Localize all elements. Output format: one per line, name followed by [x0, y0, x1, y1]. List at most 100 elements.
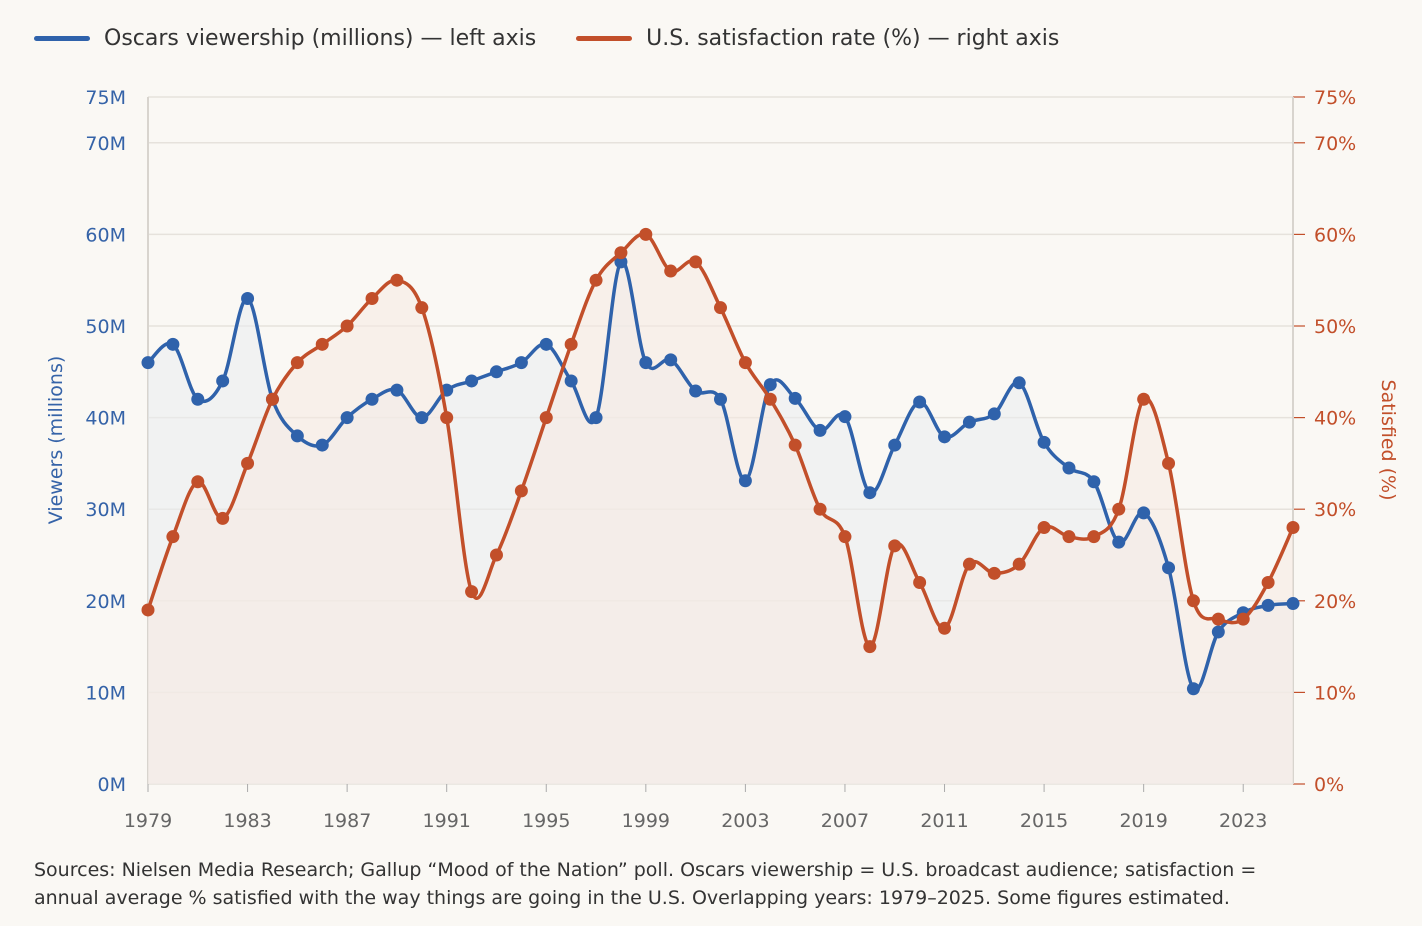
- data-point-satisfaction: [589, 273, 603, 287]
- data-point-viewership: [1137, 506, 1151, 520]
- x-tick-label: 2007: [821, 810, 869, 832]
- data-point-satisfaction: [564, 337, 578, 351]
- data-point-satisfaction: [1286, 521, 1300, 535]
- x-tick-label: 1999: [622, 810, 670, 832]
- x-tick-label: 1983: [223, 810, 271, 832]
- data-point-viewership: [166, 337, 180, 351]
- data-point-satisfaction: [440, 411, 454, 425]
- data-point-satisfaction: [265, 392, 279, 406]
- legend-swatch-blue: [34, 36, 90, 41]
- x-tick-label: 2003: [721, 810, 769, 832]
- left-tick-label: 50M: [85, 316, 126, 338]
- left-axis-title: Viewers (millions): [45, 356, 67, 525]
- legend-label: Oscars viewership (millions) — left axis: [104, 26, 537, 51]
- data-point-viewership: [241, 292, 255, 306]
- data-point-viewership: [763, 378, 777, 392]
- data-point-viewership: [589, 411, 603, 425]
- right-tick-label: 60%: [1314, 224, 1356, 246]
- data-point-viewership: [788, 391, 802, 405]
- data-point-satisfaction: [987, 566, 1001, 580]
- data-point-satisfaction: [1012, 557, 1026, 571]
- data-point-satisfaction: [1186, 594, 1200, 608]
- left-tick-label: 60M: [85, 224, 126, 246]
- data-point-viewership: [1261, 598, 1275, 612]
- legend-item-satisfaction[interactable]: U.S. satisfaction rate (%) — right axis: [576, 26, 1059, 51]
- data-point-viewership: [390, 383, 404, 397]
- data-point-viewership: [614, 255, 628, 269]
- data-point-satisfaction: [340, 319, 354, 333]
- data-point-viewership: [315, 438, 329, 452]
- data-point-satisfaction: [166, 530, 180, 544]
- footnote-line-1: Sources: Nielsen Media Research; Gallup …: [34, 859, 1257, 881]
- data-point-viewership: [514, 356, 528, 370]
- data-point-viewership: [888, 438, 902, 452]
- data-point-viewership: [1087, 475, 1101, 489]
- data-point-satisfaction: [913, 575, 927, 589]
- data-point-viewership: [415, 411, 429, 425]
- data-point-satisfaction: [664, 264, 678, 278]
- right-axis-title: Satisfied (%): [1377, 380, 1399, 501]
- chart-footnote: Sources: Nielsen Media Research; Gallup …: [34, 856, 1394, 912]
- data-point-viewership: [1062, 461, 1076, 475]
- footnote-line-2: annual average % satisfied with the way …: [34, 887, 1230, 909]
- data-point-viewership: [365, 392, 379, 406]
- data-point-satisfaction: [539, 411, 553, 425]
- data-point-satisfaction: [1211, 612, 1225, 626]
- data-point-viewership: [489, 365, 503, 379]
- data-point-viewership: [1112, 535, 1126, 549]
- data-point-viewership: [1162, 561, 1176, 575]
- data-point-satisfaction: [738, 356, 752, 370]
- data-point-viewership: [714, 392, 727, 406]
- left-tick-label: 30M: [85, 499, 126, 521]
- data-point-satisfaction: [1062, 530, 1076, 544]
- data-point-satisfaction: [315, 337, 329, 351]
- left-tick-label: 10M: [85, 682, 126, 704]
- x-tick-label: 2011: [920, 810, 968, 832]
- right-tick-label: 30%: [1314, 499, 1356, 521]
- data-point-viewership: [738, 474, 752, 488]
- right-tick-label: 50%: [1314, 316, 1356, 338]
- data-point-satisfaction: [191, 475, 205, 489]
- data-point-satisfaction: [514, 484, 528, 498]
- data-point-satisfaction: [489, 548, 503, 562]
- x-tick-label: 2023: [1219, 810, 1267, 832]
- data-point-viewership: [340, 411, 354, 425]
- data-point-satisfaction: [1137, 392, 1151, 406]
- data-point-satisfaction: [1112, 502, 1126, 516]
- dual-axis-line-chart: 0M 0% 10M 10% 20M 20% 30M 30% 40M 40% 50M 50% 60M 60%…: [45, 87, 1399, 832]
- x-tick-label: 2015: [1020, 810, 1068, 832]
- data-point-satisfaction: [938, 621, 952, 635]
- data-point-satisfaction: [962, 557, 976, 571]
- data-point-satisfaction: [863, 640, 877, 654]
- data-point-satisfaction: [141, 603, 155, 617]
- data-point-satisfaction: [1261, 575, 1275, 589]
- data-point-viewership: [141, 356, 155, 370]
- x-tick-label: 1979: [124, 810, 172, 832]
- data-point-viewership: [564, 374, 578, 388]
- data-point-viewership: [962, 415, 976, 429]
- data-point-satisfaction: [241, 456, 255, 470]
- data-point-viewership: [938, 430, 952, 444]
- left-tick-label: 70M: [85, 133, 126, 155]
- right-tick-label: 70%: [1314, 133, 1356, 155]
- data-point-satisfaction: [614, 246, 628, 260]
- data-point-satisfaction: [639, 227, 653, 241]
- data-point-satisfaction: [1087, 530, 1101, 544]
- data-point-viewership: [1012, 376, 1026, 390]
- data-point-satisfaction: [838, 530, 852, 544]
- data-point-satisfaction: [714, 301, 727, 315]
- left-tick-label: 0M: [98, 774, 126, 796]
- right-tick-label: 40%: [1314, 408, 1356, 430]
- data-point-viewership: [1037, 435, 1051, 449]
- data-point-viewership: [813, 423, 827, 437]
- data-point-viewership: [863, 486, 877, 500]
- data-point-satisfaction: [888, 539, 902, 553]
- x-tick-label: 1991: [423, 810, 471, 832]
- data-point-viewership: [639, 356, 653, 370]
- area-fill-satisfaction: [148, 233, 1293, 785]
- data-point-viewership: [664, 353, 678, 367]
- data-point-satisfaction: [290, 356, 304, 370]
- legend-item-viewership[interactable]: Oscars viewership (millions) — left axis: [34, 26, 536, 51]
- data-point-satisfaction: [216, 511, 230, 525]
- data-point-viewership: [987, 407, 1001, 421]
